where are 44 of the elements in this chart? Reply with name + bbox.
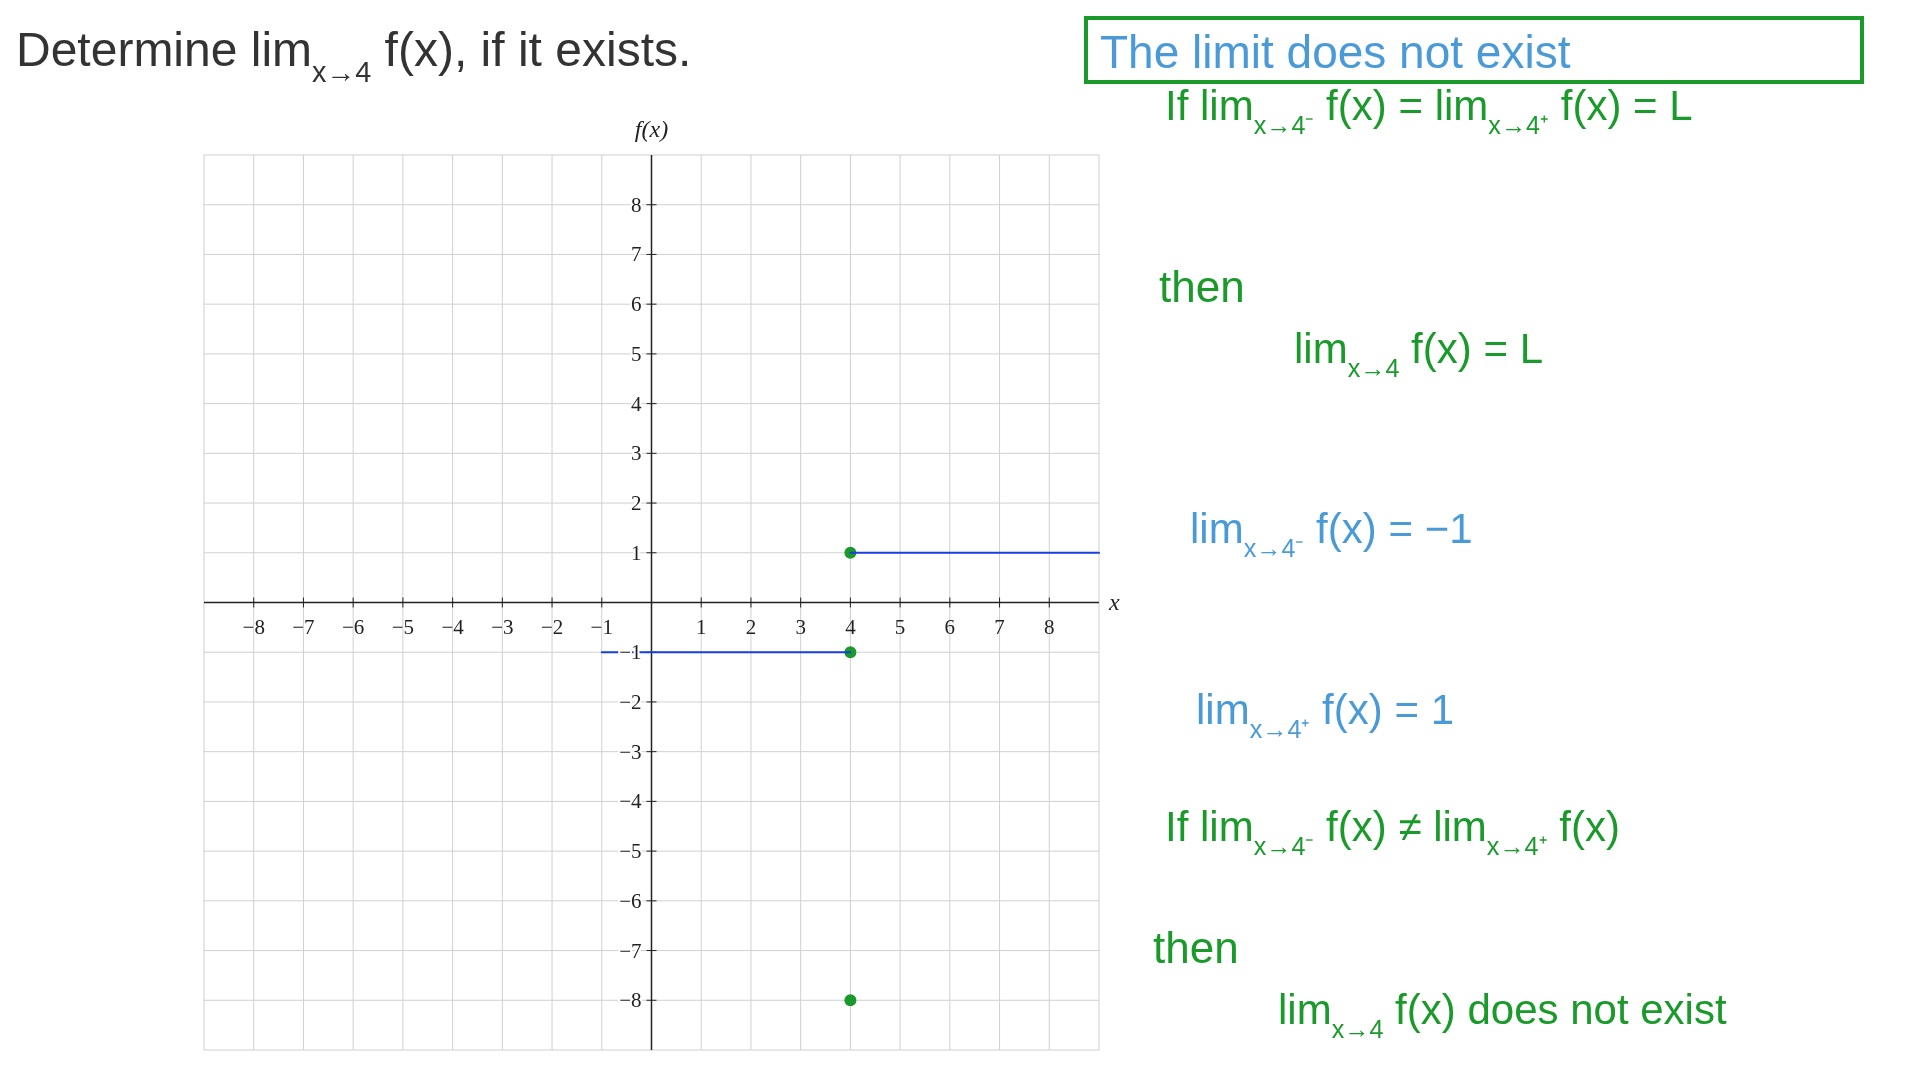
text: then — [1159, 262, 1245, 311]
y-tick-label: 7 — [631, 242, 642, 267]
y-tick-label: −6 — [619, 888, 642, 913]
y-axis-title: f(x) — [634, 116, 669, 142]
x-tick-label: −5 — [391, 614, 415, 639]
text: If lim$_{x→4⁻}$ f(x) = lim$_{x→4⁺}$ f(x) = L — [1165, 82, 1693, 139]
text: lim$_{x→4}$ f(x) does not exist — [1278, 986, 1727, 1043]
text: lim$_{x→4⁺}$ f(x) = 1 — [1196, 686, 1454, 743]
point — [844, 994, 857, 1007]
x-tick-label: 5 — [894, 614, 906, 639]
y-tick-label: −3 — [619, 739, 642, 764]
y-tick-label: −2 — [619, 689, 642, 714]
y-tick-label: −8 — [619, 988, 642, 1013]
y-tick-label: 1 — [631, 540, 642, 565]
x-tick-label: −3 — [491, 614, 514, 639]
x-tick-label: −2 — [540, 614, 564, 639]
x-tick-label: 6 — [944, 614, 956, 639]
y-tick-label: 6 — [631, 292, 642, 317]
text: lim$_{x→4⁻}$ f(x) = −1 — [1190, 505, 1473, 562]
y-tick-label: 5 — [631, 341, 642, 366]
y-tick-label: 4 — [631, 391, 642, 416]
x-tick-label: 7 — [994, 614, 1005, 639]
text: If lim$_{x→4⁻}$ f(x) ≠ lim$_{x→4⁺}$ f(x) — [1165, 803, 1620, 860]
x-tick-label: 2 — [745, 614, 757, 639]
x-tick-label: 8 — [1044, 614, 1055, 639]
x-axis-title: x — [1108, 588, 1120, 615]
x-tick-label: 1 — [695, 614, 707, 639]
x-tick-label: −7 — [292, 614, 315, 639]
y-tick-label: −7 — [619, 938, 642, 963]
y-tick-label: −4 — [619, 789, 642, 814]
x-tick-label: 4 — [845, 614, 857, 639]
chart-title: Determine lim$_{x→4}$ f(x), if it exists. — [16, 23, 692, 88]
text: lim$_{x→4}$ f(x) = L — [1294, 325, 1543, 382]
y-tick-label: 8 — [631, 192, 642, 217]
x-tick-label: 3 — [795, 614, 806, 639]
y-tick-label: 2 — [631, 491, 642, 516]
y-tick-label: 3 — [631, 441, 642, 466]
text: The limit does not exist — [1100, 26, 1571, 78]
x-tick-label: −4 — [441, 614, 465, 639]
text: then — [1153, 923, 1239, 972]
x-tick-label: −8 — [242, 614, 265, 639]
x-tick-label: −6 — [341, 614, 365, 639]
y-tick-label: −5 — [619, 839, 642, 864]
x-tick-label: −1 — [590, 614, 613, 639]
